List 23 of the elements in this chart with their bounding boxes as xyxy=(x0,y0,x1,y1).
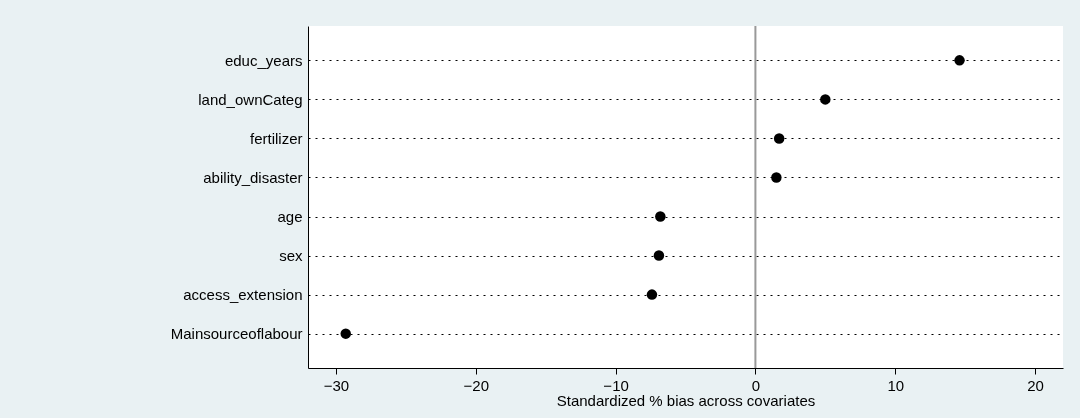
y-tick-label: age xyxy=(277,208,303,226)
y-tick-label: educ_years xyxy=(224,51,303,69)
point xyxy=(653,250,665,261)
point xyxy=(820,94,831,105)
point xyxy=(655,211,666,222)
point xyxy=(340,328,351,339)
x-axis-title: Standardized % bias across covariates xyxy=(556,391,816,409)
y-tick-label: fertilizer xyxy=(249,129,303,147)
y-tick-label: land_ownCateg xyxy=(198,90,303,108)
point xyxy=(954,55,965,66)
y-tick-label: access_extension xyxy=(183,286,303,304)
x-tick-label: −10 xyxy=(603,376,629,394)
x-tick-label: 20 xyxy=(1027,376,1044,394)
x-tick-label: 10 xyxy=(887,376,905,394)
y-tick-label: Mainsourceoflabour xyxy=(170,325,303,343)
point xyxy=(773,133,785,144)
y-tick-label: ability_disaster xyxy=(203,168,303,186)
point xyxy=(771,172,782,183)
x-tick-label: −20 xyxy=(463,376,489,394)
point xyxy=(646,289,658,300)
x-tick-label: −30 xyxy=(323,376,350,394)
y-tick-label: sex xyxy=(279,247,303,265)
x-tick-label: 0 xyxy=(751,376,761,394)
